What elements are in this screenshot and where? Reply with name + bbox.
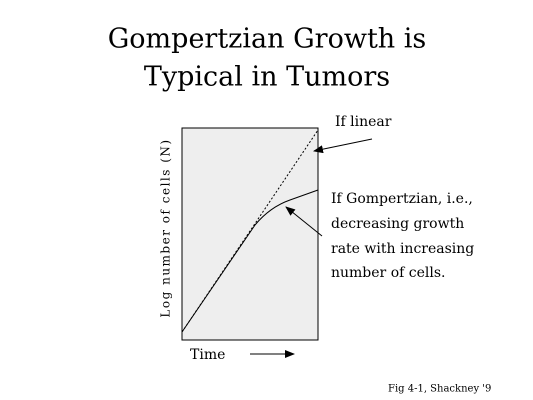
y-axis-label: Log number of cells (N) (159, 138, 173, 317)
annotation-line: number of cells. (331, 265, 445, 281)
annotation-arrow (313, 138, 373, 154)
annotation-line: decreasing growth (331, 216, 464, 232)
annotation-line: If Gompertzian, i.e., (331, 191, 473, 207)
annotation: If linear (335, 114, 392, 130)
annotation-line: rate with increasing (331, 241, 474, 257)
plot-box (181, 127, 319, 341)
annotation-arrow (285, 206, 323, 237)
title-line: Gompertzian Growth is (108, 24, 427, 55)
x-axis-label: Time (190, 347, 225, 363)
gompertz-curve (181, 189, 319, 333)
title-line: Typical in Tumors (144, 62, 390, 93)
caption: Fig 4-1, Shackney '9 (388, 384, 491, 395)
